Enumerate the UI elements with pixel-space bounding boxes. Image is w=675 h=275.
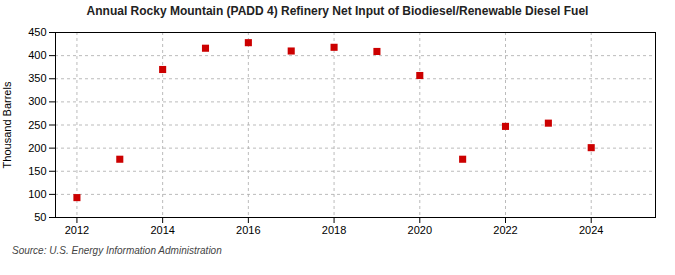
svg-text:2014: 2014 [150, 224, 174, 236]
svg-text:450: 450 [28, 26, 46, 38]
svg-text:150: 150 [28, 165, 46, 177]
svg-text:2024: 2024 [579, 224, 603, 236]
svg-text:2020: 2020 [408, 224, 432, 236]
svg-text:2018: 2018 [322, 224, 346, 236]
svg-text:400: 400 [28, 49, 46, 61]
svg-text:50: 50 [34, 211, 46, 223]
svg-text:350: 350 [28, 72, 46, 84]
svg-text:2022: 2022 [493, 224, 517, 236]
svg-text:250: 250 [28, 119, 46, 131]
svg-text:100: 100 [28, 188, 46, 200]
svg-text:300: 300 [28, 95, 46, 107]
html-text:Annual Rocky Mountain (PADD 4): Annual Rocky Mountain (PADD 4) Refinery … [86, 4, 589, 18]
svg-text:Thousand Barrels: Thousand Barrels [1, 81, 13, 168]
svg-text:2012: 2012 [65, 224, 89, 236]
html-text:Source: U.S. Energy Informatio: Source: U.S. Energy Information Administ… [12, 245, 222, 256]
svg-text:200: 200 [28, 142, 46, 154]
svg-text:2016: 2016 [236, 224, 260, 236]
